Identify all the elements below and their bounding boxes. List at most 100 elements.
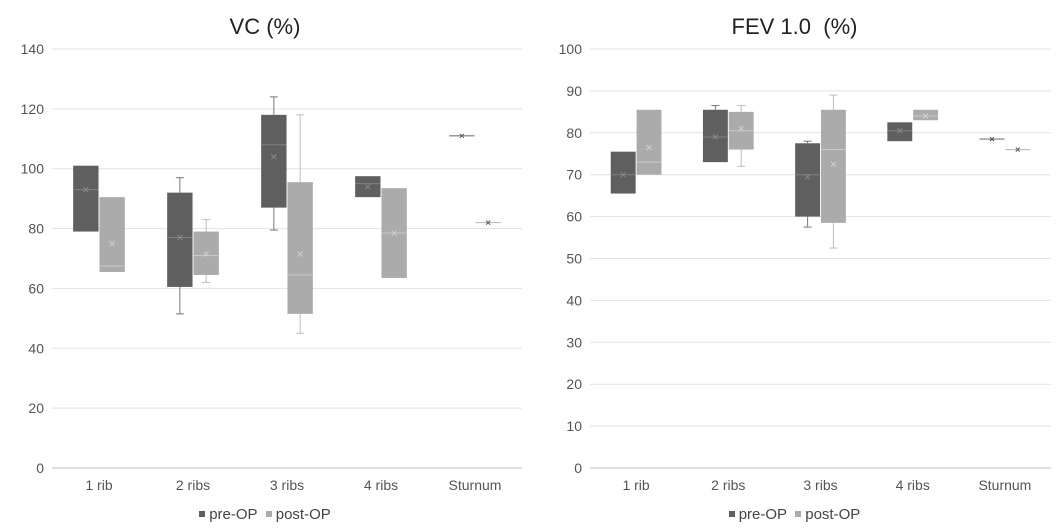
vc-y-tick-label: 60 [28,280,44,296]
vc-x-tick-label: 1 rib [85,477,112,493]
box-body [610,151,636,194]
fev-x-tick-label: 1 rib [622,477,649,493]
vc-y-tick-label: 80 [28,221,44,237]
fev-pre-op-box-4 [887,122,913,142]
vc-x-tick-label: 4 ribs [364,477,398,493]
vc-pre-op-box-4 [355,176,381,198]
box-body [261,114,287,208]
mean-marker [109,240,116,247]
box-body [913,109,939,121]
fev-post-op-box-3 [820,94,846,249]
fev-chart-plot: 0 10 20 30 40 50 60 70 80 90 100 1 rib 2 ribs 3 ribs 4… [559,41,1051,493]
mean-marker [646,144,652,151]
post-op-swatch [265,511,272,518]
mean-marker [922,113,929,119]
fev-chart-panel: FEV 1.0 (%) 0 10 20 30 40 50 60 70 80 90 100 1 rib 2… [530,0,1059,528]
pre-op-swatch [199,511,206,518]
fev-x-tick-label: 2 ribs [711,477,745,493]
vc-y-tick-label: 140 [21,41,45,57]
mean-marker [203,251,210,257]
vc-post-op-box-1 [99,197,125,272]
fev-legend-post-op: post-OP [795,506,860,523]
mean-marker [712,134,719,140]
mean-marker [364,183,371,190]
vc-legend-pre-op: pre-OP [199,506,258,523]
mean-marker [896,127,903,134]
box-body [795,143,821,217]
box-body [887,122,913,142]
vc-x-tick-label: 3 ribs [270,477,304,493]
mean-marker [830,161,837,168]
fev-y-tick-label: 40 [566,292,582,308]
fev-y-tick-label: 90 [566,83,582,99]
vc-pre-op-box-5 [449,133,475,139]
mean-marker [176,234,183,241]
fev-post-op-box-2 [728,105,754,167]
vc-legend-post-op: post-OP [265,506,331,523]
vc-post-op-box-3 [287,114,313,334]
vc-legend: pre-OP post-OP [0,506,530,523]
mean-marker [82,186,89,193]
fev-chart-title: FEV 1.0 (%) [731,14,858,39]
vc-y-tick-label: 20 [28,400,44,416]
fev-y-tick-label: 0 [574,460,582,476]
box-body [820,109,846,223]
mean-marker [391,230,398,236]
fev-y-tick-label: 50 [566,251,582,267]
box-body [193,231,219,275]
fev-post-op-box-4 [913,109,939,121]
mean-marker [738,125,745,132]
box-body [167,192,193,287]
fev-pre-op-box-3 [795,140,821,228]
vc-chart-title: VC (%) [229,14,301,39]
vc-chart-plot: 0 20 40 60 80 100 120 140 1 rib 2 ribs 3 ribs 4 rib… [21,41,522,493]
fev-y-tick-label: 10 [566,418,582,434]
vc-y-tick-label: 0 [36,460,44,476]
fev-y-tick-label: 20 [566,376,582,392]
vc-x-tick-label: Sturnum [449,477,502,493]
mean-marker [459,133,465,139]
fev-legend-post-op-label: post-OP [805,506,861,523]
vc-legend-pre-op-label: pre-OP [209,506,258,523]
fev-legend: pre-OP post-OP [530,506,1059,523]
fev-pre-op-box-2 [702,105,728,163]
post-op-swatch [795,511,802,518]
fev-y-tick-label: 80 [566,125,582,141]
fev-post-op-box-5 [1005,147,1031,152]
mean-marker [620,171,627,178]
vc-legend-post-op-label: post-OP [275,506,331,523]
box-body [287,182,313,314]
fev-x-tick-label: Sturnum [978,477,1031,493]
vc-y-tick-label: 40 [28,340,44,356]
box-body [636,109,662,175]
mean-marker [989,136,995,142]
mean-marker [270,153,277,160]
vc-post-op-box-2 [193,219,219,283]
fev-x-tick-label: 3 ribs [803,477,837,493]
vc-pre-op-box-3 [261,96,287,231]
fev-y-tick-label: 30 [566,334,582,350]
fev-post-op-box-1 [636,109,662,175]
fev-legend-pre-op: pre-OP [728,506,788,523]
fev-legend-pre-op-label: pre-OP [738,506,788,523]
fev-pre-op-box-5 [979,136,1005,142]
fev-y-tick-label: 60 [566,209,582,225]
vc-pre-op-box-1 [73,165,99,232]
box-body [99,197,125,272]
pre-op-swatch [728,511,735,518]
mean-marker [297,251,304,257]
vc-x-tick-label: 2 ribs [176,477,210,493]
vc-post-op-box-4 [381,188,407,278]
vc-y-tick-label: 100 [21,161,45,177]
box-body [702,109,728,163]
box-body [73,165,99,232]
mean-marker [804,173,811,180]
vc-y-tick-label: 120 [21,101,45,117]
fev-pre-op-box-1 [610,151,636,194]
vc-pre-op-box-2 [167,177,193,315]
fev-y-tick-label: 100 [559,41,583,57]
mean-marker [485,220,491,225]
fev-y-tick-label: 70 [566,167,582,183]
vc-post-op-box-5 [475,220,501,225]
mean-marker [1015,147,1021,152]
